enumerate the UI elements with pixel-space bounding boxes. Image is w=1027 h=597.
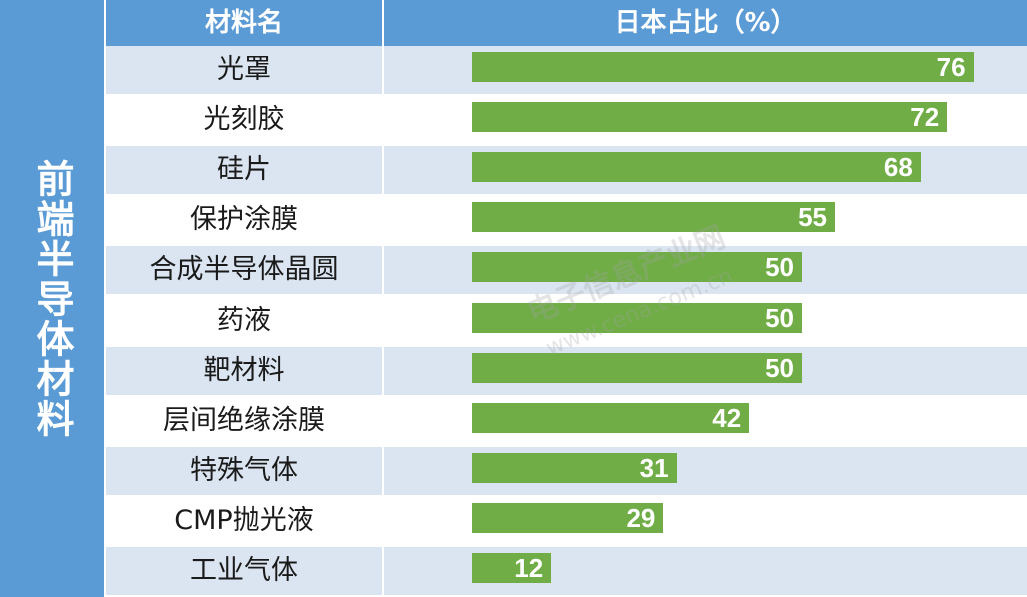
row-divider [382,246,384,295]
row-divider [382,346,384,395]
bar-value-label: 55 [798,202,827,233]
material-name: 靶材料 [203,354,285,386]
sidebar-category: 前端半导体材料 [0,0,104,597]
table-row: 光刻胶 72 [106,96,1027,145]
material-name: 光刻胶 [203,104,285,136]
bar: 50 [472,252,802,283]
row-divider [382,146,384,195]
bar-value-label: 31 [639,452,669,483]
bar-value-label: 12 [514,553,544,583]
header-material-name: 材料名 [204,8,283,38]
bar: 29 [472,502,664,533]
bar-value-label: 50 [765,352,794,383]
material-name: 保护涂膜 [190,204,298,236]
bar-value-label: 50 [765,252,794,283]
row-divider [382,296,384,345]
row-divider [382,46,384,94]
bar: 50 [472,302,802,333]
bar-value-label: 50 [765,302,794,333]
bar: 55 [472,202,835,233]
material-name: CMP抛光液 [174,504,314,536]
table-row: 层间绝缘涂膜 42 [106,396,1027,445]
row-divider [382,446,384,495]
row-divider [382,496,384,545]
table-row: 药液 50 [106,296,1027,345]
bar: 50 [472,352,802,383]
bar: 72 [472,102,948,133]
table-header: 材料名 日本占比（%） [106,0,1027,46]
table-row: 工业气体 12 [106,547,1027,595]
bar-value-label: 76 [936,52,966,82]
bar: 76 [472,52,974,82]
material-name: 特殊气体 [190,454,298,486]
table-row: 保护涂膜 55 [106,196,1027,245]
bar: 31 [472,452,677,483]
bar-value-label: 72 [910,102,940,133]
bar: 42 [472,402,750,433]
table-row: 硅片 68 [106,146,1027,195]
material-name: 合成半导体晶圆 [149,254,339,286]
chart-rows: 光罩 76 光刻胶 72 硅片 68 保护涂膜 55 合成半导体晶圆 50 药液 50 靶材料 50 层间绝… [106,46,1027,597]
header-japan-share: 日本占比（%） [614,8,797,38]
material-name: 光罩 [217,54,271,85]
row-divider [382,196,384,245]
material-name: 层间绝缘涂膜 [163,404,325,436]
bar-value-label: 29 [626,502,656,533]
bar: 12 [472,553,552,583]
material-name: 硅片 [217,154,271,186]
bar: 68 [472,152,921,183]
table-row: 靶材料 50 [106,346,1027,395]
table-row: CMP抛光液 29 [106,496,1027,545]
row-divider [382,396,384,445]
bar-value-label: 42 [712,402,742,433]
category-label: 前端半导体材料 [30,158,74,439]
header-divider [382,0,384,46]
material-name: 工业气体 [190,555,298,586]
bar-value-label: 68 [883,152,913,183]
row-divider [382,96,384,145]
row-divider [382,547,384,595]
table-row: 光罩 76 [106,46,1027,94]
table-row: 合成半导体晶圆 50 [106,246,1027,295]
material-name: 药液 [217,304,271,336]
table-row: 特殊气体 31 [106,446,1027,495]
